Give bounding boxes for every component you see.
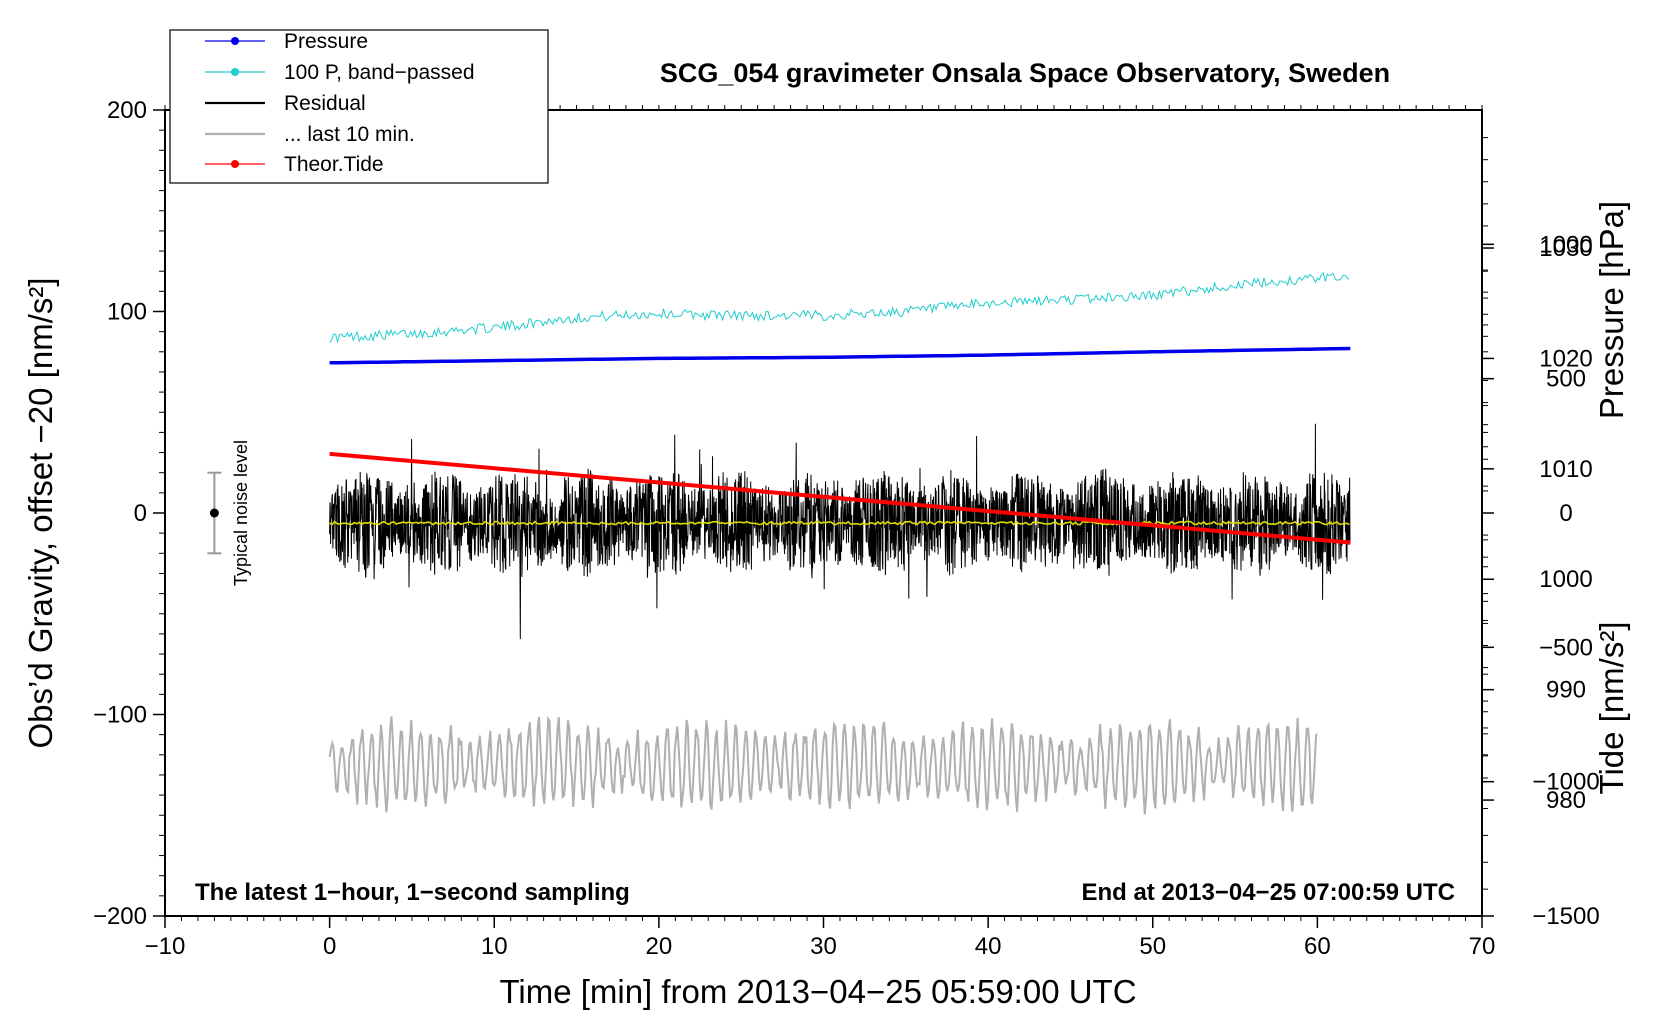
legend: Pressure 100 P, band−passed Residual ...… [169, 29, 549, 184]
legend-marker-bandpassed [231, 68, 239, 76]
legend-label-pressure: Pressure [284, 30, 368, 53]
legend-box [169, 29, 549, 184]
y-axis-ticks: 200 100 0 −100 −200 [93, 97, 165, 930]
tide-tick-label-2: 0 [1559, 500, 1572, 527]
tide-tick-label-3: −500 [1539, 634, 1593, 661]
tide-tick-label-0: 1000 [1539, 231, 1592, 258]
pressure-tick-label-3: 1000 [1539, 566, 1592, 593]
x-tick-label-4: 30 [810, 933, 837, 960]
noise-level-label: Typical noise level [231, 440, 251, 586]
y-axis-title: Obs’d Gravity, offset −20 [nm/s²] [22, 277, 59, 748]
annotation-end-time: End at 2013−04−25 07:00:59 UTC [1081, 879, 1455, 906]
y-tick-label-1: 100 [107, 299, 147, 326]
series-bandpassed-line [329, 271, 1350, 344]
legend-marker-tide [231, 160, 239, 168]
x-tick-label-6: 50 [1139, 933, 1166, 960]
legend-label-tide: Theor.Tide [284, 153, 384, 176]
legend-label-residual: Residual [284, 92, 366, 115]
x-tick-label-7: 60 [1304, 933, 1331, 960]
noise-bar-center-dot [209, 508, 219, 518]
legend-label-bandpassed: 100 P, band−passed [284, 61, 475, 84]
x-axis-ticks: −10 0 10 20 30 40 50 60 70 [145, 105, 1496, 960]
pressure-tick-label-0: 1030 [1539, 235, 1592, 262]
series-layer [207, 271, 1351, 815]
y-tick-label-4: −200 [93, 903, 147, 930]
pressure-tick-label-1: 1020 [1539, 345, 1592, 372]
legend-marker-pressure [231, 37, 239, 45]
x-tick-label-0: −10 [145, 933, 186, 960]
chart-title: SCG_054 gravimeter Onsala Space Observat… [660, 58, 1390, 88]
x-tick-label-3: 20 [646, 933, 673, 960]
pressure-tick-label-5: 980 [1546, 787, 1586, 814]
tide-axis-title: Tide [nm/s²] [1593, 622, 1630, 795]
pressure-tick-label-4: 990 [1546, 677, 1586, 704]
y-tick-label-2: 0 [134, 500, 147, 527]
series-residual-line [329, 423, 1351, 640]
series-residual-mean-line [329, 520, 1350, 526]
tide-tick-label-5: −1500 [1532, 903, 1599, 930]
series-pressure-line [329, 346, 1351, 365]
legend-label-last10: ... last 10 min. [284, 123, 415, 146]
x-tick-label-1: 0 [323, 933, 336, 960]
y-tick-label-3: −100 [93, 702, 147, 729]
pressure-tick-label-2: 1010 [1539, 456, 1592, 483]
series-last10-line [328, 715, 1318, 815]
pressure-axis-ticks: 1030 1020 1010 1000 990 980 [1482, 137, 1593, 814]
pressure-axis-title: Pressure [hPa] [1593, 201, 1630, 419]
y-tick-label-0: 200 [107, 97, 147, 124]
tide-axis-ticks: 1000 500 0 −500 −1000 −1500 [1482, 231, 1600, 930]
annotation-sampling: The latest 1−hour, 1−second sampling [195, 879, 630, 906]
series-tide-line [329, 451, 1351, 545]
x-tick-label-2: 10 [481, 933, 508, 960]
tide-tick-label-4: −1000 [1532, 769, 1599, 796]
x-axis-title: Time [min] from 2013−04−25 05:59:00 UTC [499, 973, 1136, 1010]
x-tick-label-8: 70 [1469, 933, 1496, 960]
tide-tick-label-1: 500 [1546, 366, 1586, 393]
x-tick-label-5: 40 [975, 933, 1002, 960]
